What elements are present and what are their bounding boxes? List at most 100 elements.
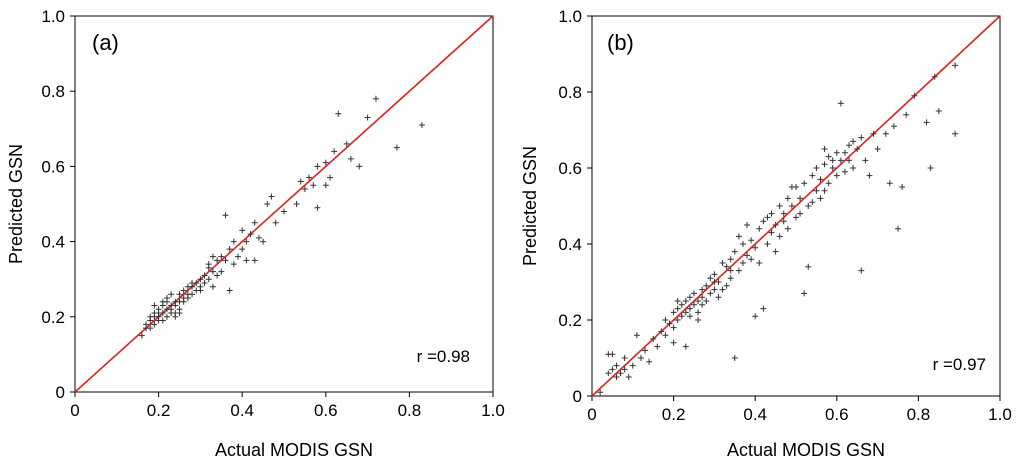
x-tick-label: 0.2 (147, 401, 171, 420)
data-point (735, 267, 742, 274)
data-point (343, 140, 350, 147)
y-tick-label: 0.8 (558, 83, 582, 102)
data-point (372, 95, 379, 102)
data-point (911, 92, 918, 99)
data-point (801, 180, 808, 187)
x-tick-label: 0.6 (825, 405, 849, 424)
data-point (629, 362, 636, 369)
data-point (711, 286, 718, 293)
data-point (784, 195, 791, 202)
data-point (243, 238, 250, 245)
data-point (797, 195, 804, 202)
data-point (727, 267, 734, 274)
data-point (752, 313, 759, 320)
x-axis-title: Actual MODIS GSN (215, 440, 373, 460)
data-point (833, 172, 840, 179)
data-point (209, 268, 216, 275)
data-point (768, 210, 775, 217)
data-point (205, 261, 212, 268)
x-tick-label: 1.0 (481, 401, 505, 420)
data-point (255, 234, 262, 241)
data-point (723, 282, 730, 289)
data-point (903, 111, 910, 118)
data-point (703, 282, 710, 289)
data-point (322, 182, 329, 189)
data-point (189, 291, 196, 298)
data-point (674, 317, 681, 323)
data-point (813, 187, 820, 194)
data-point (825, 180, 832, 187)
data-point (829, 157, 836, 164)
data-point (147, 325, 154, 332)
data-point (768, 229, 775, 236)
data-point (633, 332, 640, 339)
data-point (674, 298, 681, 304)
data-point (821, 187, 828, 194)
data-point (209, 283, 216, 290)
data-point (695, 309, 702, 316)
data-point (159, 298, 166, 305)
data-point (176, 291, 183, 298)
data-point (666, 320, 673, 327)
data-point (678, 301, 685, 308)
reference-line (591, 15, 1001, 397)
panel-label: (b) (607, 30, 634, 55)
data-point (243, 257, 250, 264)
data-point (670, 309, 677, 316)
data-point (331, 148, 338, 155)
data-point (813, 165, 820, 171)
data-point (882, 130, 889, 137)
data-point (609, 366, 616, 373)
data-point (744, 252, 751, 259)
data-point (846, 157, 853, 164)
data-point (691, 290, 697, 297)
data-point (347, 155, 354, 162)
data-point (890, 123, 897, 130)
y-tick-label: 0.4 (558, 235, 582, 254)
data-point (846, 142, 853, 149)
data-point (214, 257, 221, 264)
data-point (621, 366, 628, 373)
data-point (748, 256, 755, 263)
data-point (222, 257, 229, 264)
data-point (597, 389, 604, 396)
data-point (829, 165, 836, 171)
data-point (850, 165, 857, 171)
reference-line (74, 15, 494, 393)
data-point (197, 287, 204, 294)
data-point (801, 290, 808, 297)
data-point (251, 219, 258, 226)
data-point (715, 294, 722, 301)
data-point (418, 122, 425, 129)
data-point (886, 180, 893, 187)
data-point (699, 286, 706, 293)
data-point (226, 287, 233, 294)
data-point (235, 253, 242, 260)
data-point (662, 317, 669, 323)
data-point (646, 358, 653, 365)
data-point (719, 286, 726, 293)
data-point (201, 272, 208, 279)
data-point (776, 203, 783, 209)
data-point (793, 214, 799, 221)
data-point (821, 146, 828, 152)
data-point (772, 222, 779, 228)
x-tick-label: 0.6 (314, 401, 338, 420)
data-point (899, 184, 906, 190)
data-point (642, 347, 649, 354)
data-point (301, 185, 308, 192)
y-tick-label: 1.0 (558, 7, 582, 26)
data-point (780, 210, 787, 217)
data-point (222, 212, 229, 219)
data-point (326, 174, 333, 181)
data-point (703, 298, 710, 304)
data-point (784, 225, 791, 232)
y-tick-label: 0 (56, 383, 65, 402)
data-point (226, 246, 233, 253)
data-point (817, 176, 824, 183)
data-point (172, 313, 179, 320)
data-point (176, 310, 183, 317)
data-point (613, 362, 620, 369)
y-axis-title: Predicted GSN (6, 144, 26, 264)
